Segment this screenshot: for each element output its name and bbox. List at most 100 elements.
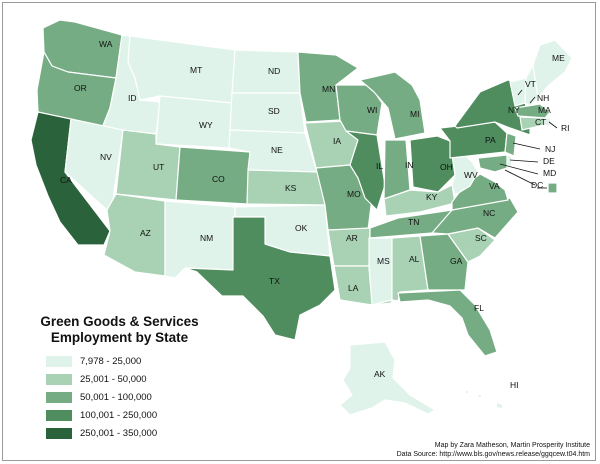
legend-row: 50,001 - 100,000 [46, 388, 157, 406]
state-label-tn: TN [408, 217, 419, 227]
legend-row: 7,978 - 25,000 [46, 352, 157, 370]
legend-label: 25,001 - 50,000 [80, 373, 147, 385]
state-md [477, 154, 508, 173]
state-label-in: IN [405, 160, 414, 170]
state-label-wy: WY [199, 120, 213, 130]
state-label-ne: NE [271, 145, 283, 155]
state-label-ca: CA [60, 175, 72, 185]
state-me [532, 39, 573, 99]
state-fl [397, 289, 498, 357]
legend-label: 50,001 - 100,000 [80, 391, 152, 403]
state-label-nd: ND [268, 66, 280, 76]
state-label-id: ID [128, 93, 137, 103]
legend-row: 100,001 - 250,000 [46, 406, 157, 424]
state-ga [419, 233, 469, 291]
state-label-vt: VT [525, 79, 536, 89]
state-label-nh: NH [537, 93, 549, 103]
state-label-al: AL [409, 254, 420, 264]
leader-line-nh [529, 96, 536, 104]
legend: 7,978 - 25,000 25,001 - 50,000 50,001 - 10… [46, 352, 157, 442]
state-label-va: VA [489, 181, 500, 191]
state-hi [464, 389, 504, 410]
state-label-hi: HI [510, 380, 519, 390]
state-label-il: IL [376, 161, 383, 171]
state-label-az: AZ [140, 228, 151, 238]
state-dc [547, 182, 558, 194]
state-labels: WA OR CA ID NV MT WY UT AZ CO NM ND SD NE KS OK TX MN IA MO… [60, 39, 570, 390]
state-ma [514, 103, 551, 119]
state-label-ky: KY [426, 192, 438, 202]
state-mt [127, 35, 236, 104]
state-label-ok: OK [295, 223, 308, 233]
map-credits: Map by Zara Matheson, Martin Prosperity … [397, 441, 590, 459]
state-label-nm: NM [200, 233, 213, 243]
state-nd [231, 49, 301, 94]
legend-title-line-2: Employment by State [50, 330, 189, 345]
state-label-sd: SD [268, 106, 280, 116]
state-label-tx: TX [269, 276, 280, 286]
legend-row: 250,001 - 350,000 [46, 424, 157, 442]
legend-label: 100,001 - 250,000 [80, 409, 158, 421]
state-label-wa: WA [99, 39, 113, 49]
figure-border [2, 2, 596, 461]
legend-swatch [46, 391, 72, 403]
leader-line-de [509, 159, 539, 163]
state-label-nc: NC [483, 208, 495, 218]
state-label-de: DE [543, 156, 555, 166]
leader-line-nj [512, 142, 541, 150]
state-label-ms: MS [377, 256, 390, 266]
state-ky [383, 184, 456, 217]
leader-line-md [499, 163, 539, 175]
state-ak [339, 341, 436, 416]
state-label-mi: MI [410, 109, 419, 119]
leader-line-vt [517, 89, 523, 96]
state-label-ma: MA [538, 105, 551, 115]
state-label-nv: NV [100, 152, 112, 162]
legend-row: 25,001 - 50,000 [46, 370, 157, 388]
state-label-ny: NY [508, 105, 520, 115]
leader-line-ri [548, 121, 558, 129]
state-label-mo: MO [347, 189, 361, 199]
state-label-nj: NJ [545, 144, 555, 154]
state-label-ia: IA [333, 136, 341, 146]
state-label-fl: FL [474, 303, 484, 313]
state-nh [524, 64, 539, 107]
state-label-ar: AR [346, 233, 358, 243]
state-wy [155, 95, 233, 149]
state-label-dc: DC [531, 180, 543, 190]
state-label-or: OR [74, 83, 87, 93]
state-mi [359, 71, 426, 140]
legend-title: Green Goods & Services Employment by Sta… [22, 314, 217, 346]
state-ct [519, 116, 545, 131]
legend-swatch [46, 427, 72, 439]
state-label-ga: GA [450, 256, 463, 266]
leader-line-dc [504, 169, 536, 186]
legend-label: 250,001 - 350,000 [80, 427, 158, 439]
state-label-pa: PA [485, 135, 496, 145]
state-label-wv: WV [464, 170, 478, 180]
state-label-la: LA [348, 283, 359, 293]
state-nj [504, 132, 517, 157]
state-label-wi: WI [367, 105, 377, 115]
legend-swatch [46, 409, 72, 421]
state-label-me: ME [552, 53, 565, 63]
state-label-co: CO [212, 174, 225, 184]
state-label-mn: MN [322, 84, 335, 94]
state-il [345, 130, 386, 211]
state-az [103, 193, 166, 277]
state-label-ct: CT [535, 117, 546, 127]
credit-author: Map by Zara Matheson, Martin Prosperity … [434, 442, 590, 449]
state-label-ut: UT [153, 162, 164, 172]
label-leader-lines [499, 89, 558, 189]
credit-source: Data Source: http://www.bls.gov/news.rel… [396, 451, 590, 458]
legend-swatch [46, 355, 72, 367]
state-label-sc: SC [475, 233, 487, 243]
state-shapes [30, 19, 573, 416]
state-label-oh: OH [440, 162, 453, 172]
state-ms [368, 237, 393, 306]
state-tx [184, 216, 336, 341]
state-label-ks: KS [285, 183, 297, 193]
legend-title-line-1: Green Goods & Services [40, 314, 199, 329]
state-label-ak: AK [374, 369, 386, 379]
